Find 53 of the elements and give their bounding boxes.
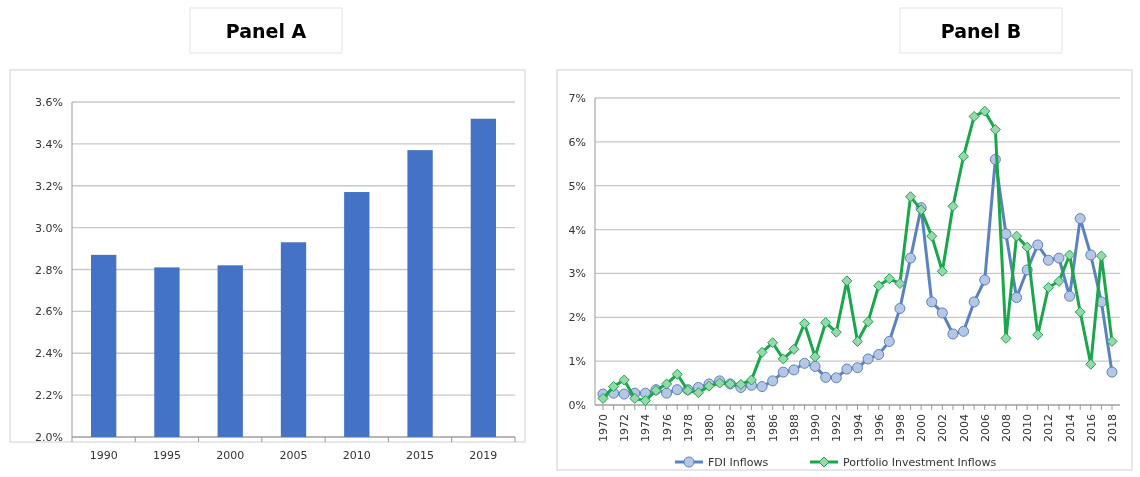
- x-tick-label: 2010: [1021, 414, 1035, 442]
- y-tick-label: 3.0%: [35, 221, 63, 235]
- x-tick-label: 2002: [936, 414, 950, 442]
- x-tick-label: 1996: [872, 414, 886, 442]
- x-tick-label: 2010: [342, 449, 371, 462]
- x-tick-label: 1994: [851, 414, 865, 442]
- x-tick-label: 2008: [999, 414, 1013, 442]
- x-tick-label: 2000: [915, 414, 929, 442]
- x-tick-label: 1995: [152, 449, 181, 462]
- x-tick-label: 2004: [957, 414, 971, 442]
- y-tick-label: 7%: [568, 92, 586, 105]
- y-tick-label: 2.8%: [35, 263, 63, 277]
- y-tick-label: 2.4%: [35, 347, 63, 361]
- x-tick-label: 1990: [809, 414, 823, 442]
- x-tick-label: 2019: [469, 449, 498, 462]
- y-tick-label: 3.4%: [35, 137, 63, 151]
- x-tick-label: 1998: [893, 414, 907, 442]
- legend-label: FDI Inflows: [708, 456, 769, 469]
- x-tick-label: 1980: [703, 414, 717, 442]
- x-tick-label: 1990: [89, 449, 118, 462]
- y-tick-label: 6%: [568, 135, 586, 149]
- y-tick-label: 2%: [568, 311, 586, 325]
- y-tick-label: 3.2%: [35, 179, 63, 193]
- x-tick-label: 2016: [1084, 414, 1098, 442]
- x-tick-label: 2005: [279, 449, 308, 462]
- x-tick-label: 1976: [660, 414, 674, 442]
- x-tick-label: 1978: [681, 414, 695, 442]
- x-tick-label: 1974: [639, 414, 653, 442]
- x-tick-label: 2000: [216, 449, 245, 462]
- x-tick-label: 2012: [1042, 414, 1056, 442]
- y-tick-label: 3%: [568, 267, 586, 281]
- y-tick-label: 3.6%: [35, 96, 63, 109]
- x-tick-label: 1988: [787, 414, 801, 442]
- x-tick-label: 1986: [766, 414, 780, 442]
- x-tick-label: 2015: [406, 449, 435, 462]
- y-tick-label: 1%: [568, 355, 586, 369]
- x-tick-label: 1982: [724, 414, 738, 442]
- y-tick-label: 2.0%: [35, 431, 63, 444]
- y-tick-label: 4%: [568, 223, 586, 237]
- x-tick-label: 2014: [1063, 414, 1077, 442]
- y-tick-label: 2.6%: [35, 305, 63, 319]
- x-tick-label: 1992: [830, 414, 844, 442]
- x-tick-label: 1984: [745, 414, 759, 442]
- x-tick-label: 1970: [597, 414, 610, 442]
- chart-title: Panel B: [940, 19, 1022, 42]
- x-tick-label: 1972: [618, 414, 632, 442]
- chart-title: Panel A: [225, 19, 307, 42]
- y-tick-label: 5%: [568, 179, 586, 193]
- y-tick-label: 2.2%: [35, 389, 63, 403]
- y-tick-label: 0%: [568, 399, 586, 412]
- legend-label: Portfolio Investment Inflows: [843, 456, 997, 469]
- x-tick-label: 2018: [1106, 414, 1119, 442]
- x-tick-label: 2006: [978, 414, 992, 442]
